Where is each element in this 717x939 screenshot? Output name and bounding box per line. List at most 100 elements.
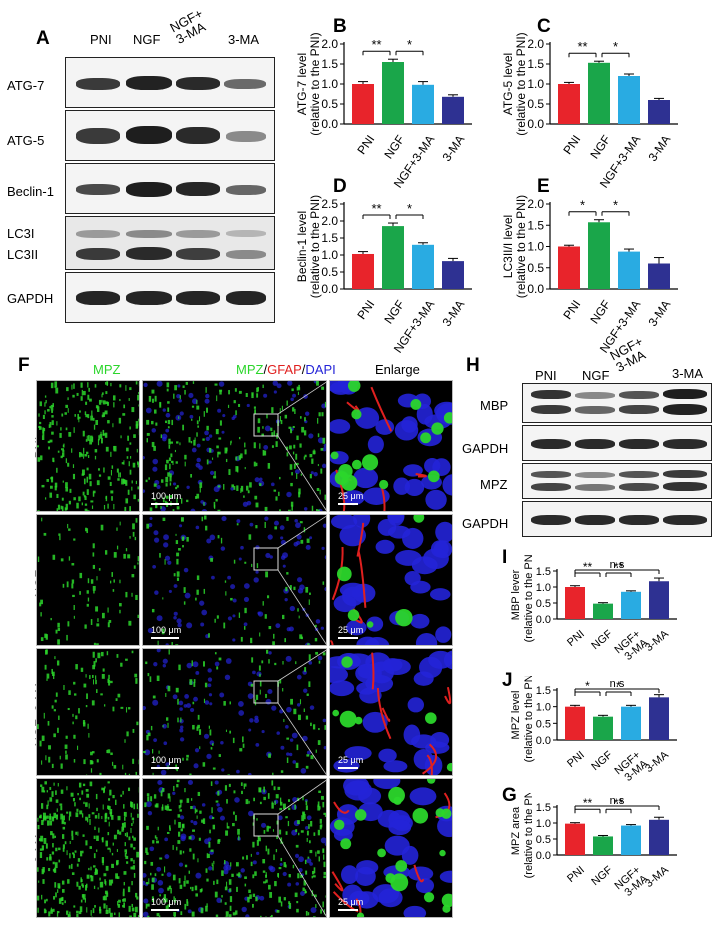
mpz-speck	[267, 848, 270, 855]
mpz-speck	[193, 679, 196, 683]
mpz-speck	[67, 397, 69, 401]
mpz-speck	[107, 816, 110, 820]
mpz-speck	[123, 898, 126, 902]
mpz-speck	[295, 453, 298, 460]
mpz-speck	[86, 467, 89, 471]
nucleus-dot	[232, 638, 236, 642]
micrograph-image	[37, 649, 139, 775]
category-label-line: 3-MA	[439, 298, 467, 330]
nucleus-dot	[147, 627, 154, 634]
nucleus-dot	[186, 622, 193, 629]
nucleus-dot	[286, 752, 290, 756]
mpz-speck	[102, 896, 105, 901]
mpz-speck	[61, 413, 64, 417]
mpz-speck	[186, 499, 189, 503]
mpz-speck	[123, 460, 125, 465]
mpz-speck	[81, 389, 83, 396]
bar	[593, 603, 613, 619]
mpz-speck	[57, 889, 59, 893]
mpz-speck	[51, 763, 54, 769]
mpz-speck	[317, 829, 320, 836]
mpz-speck	[290, 501, 294, 507]
mpz-speck	[123, 902, 126, 908]
mpz-speck	[137, 562, 139, 565]
mpz-speck	[207, 853, 210, 859]
mpz-speck	[268, 884, 271, 890]
mpz-speck	[70, 792, 74, 797]
mpz-speck	[300, 830, 304, 833]
mpz-speck	[258, 665, 261, 671]
mpz-speck	[324, 725, 326, 730]
gfap-fiber	[415, 473, 427, 478]
mpz-speck	[96, 689, 98, 694]
mpz-speck	[308, 654, 311, 661]
nucleus-dot	[303, 688, 308, 693]
mpz-speck	[317, 804, 320, 807]
nucleus-dot	[317, 655, 323, 661]
mpz-speck	[145, 881, 149, 885]
bar	[649, 819, 669, 855]
bar	[412, 84, 434, 124]
mpz-clump	[379, 479, 389, 490]
nucleus-dot	[192, 661, 199, 668]
nucleus-dot	[257, 611, 261, 615]
scale-bar-label: 100 μm	[151, 755, 182, 765]
nucleus-dot	[198, 465, 203, 470]
nucleus-dot	[208, 460, 212, 464]
panel-label-h: H	[466, 355, 480, 376]
band-label-lc3ii: LC3II	[7, 247, 39, 262]
nucleus-dot	[263, 444, 269, 450]
nucleus-dot	[195, 525, 200, 530]
mpz-speck	[172, 874, 176, 881]
mpz-speck	[316, 509, 318, 511]
mpz-speck	[73, 905, 76, 908]
mpz-speck	[87, 597, 90, 602]
mpz-speck	[60, 897, 64, 901]
y-tick-label: 0.0	[536, 614, 551, 626]
mpz-speck	[301, 426, 305, 433]
mpz-speck	[37, 457, 41, 462]
mpz-speck	[91, 812, 95, 815]
mpz-speck	[303, 813, 306, 820]
mpz-speck	[148, 878, 150, 885]
mpz-speck	[61, 834, 65, 839]
mpz-speck	[242, 743, 245, 748]
nucleus-dot	[290, 397, 294, 402]
mpz-speck	[54, 381, 58, 388]
mpz-speck	[298, 832, 300, 836]
mpz-speck	[209, 729, 212, 736]
bar	[649, 697, 669, 740]
mpz-speck	[292, 451, 295, 455]
nucleus-dot	[270, 482, 275, 487]
mpz-speck	[214, 471, 216, 476]
mpz-speck	[205, 525, 208, 531]
mpz-speck	[72, 713, 74, 717]
mpz-speck	[301, 815, 305, 822]
mpz-speck	[67, 879, 70, 884]
nucleus-dot	[143, 873, 147, 878]
mpz-speck	[131, 907, 135, 912]
mpz-speck	[80, 453, 83, 457]
mpz-speck	[276, 435, 279, 439]
y-tick-label: 1.5	[536, 566, 551, 578]
mpz-speck	[196, 575, 200, 581]
mpz-speck	[79, 810, 83, 815]
scale-bar	[338, 637, 358, 639]
bar	[382, 226, 404, 289]
mpz-speck	[219, 389, 223, 392]
category-label-line: NGF	[381, 133, 407, 162]
mpz-speck	[240, 485, 244, 492]
nucleus-dot	[309, 705, 315, 710]
mpz-speck	[168, 457, 172, 462]
mpz-speck	[87, 394, 90, 400]
mpz-speck	[308, 681, 311, 687]
nucleus	[388, 819, 412, 836]
mpz-speck	[295, 829, 298, 833]
mpz-speck	[101, 399, 103, 403]
mpz-speck	[191, 660, 193, 667]
mpz-speck	[197, 714, 200, 720]
mpz-speck	[136, 851, 139, 858]
mpz-speck	[85, 883, 88, 888]
bar	[565, 587, 585, 619]
category-label: 3-MA	[645, 298, 673, 330]
